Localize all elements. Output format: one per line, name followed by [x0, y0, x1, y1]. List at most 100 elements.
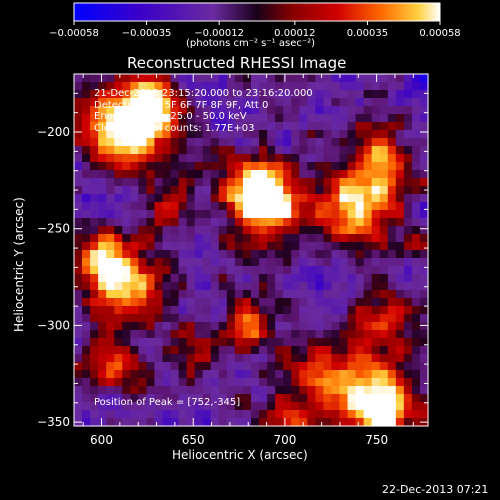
- heatmap-cell: [283, 194, 292, 203]
- heatmap-cell: [98, 82, 107, 91]
- heatmap-cell: [106, 274, 115, 283]
- heatmap-cell: [194, 282, 204, 291]
- heatmap-cell: [299, 114, 308, 123]
- heatmap-cell: [339, 106, 349, 115]
- heatmap-cell: [106, 130, 115, 139]
- heatmap-cell: [283, 402, 292, 411]
- y-tick-label: −350: [37, 415, 70, 429]
- heatmap-cell: [315, 298, 325, 307]
- colorbar-tick-label: −0.00058: [49, 28, 99, 39]
- heatmap-cell: [90, 114, 99, 123]
- heatmap-cell: [371, 74, 381, 83]
- heatmap-cell: [403, 122, 413, 131]
- heatmap-cell: [267, 106, 276, 115]
- heatmap-cell: [347, 346, 357, 355]
- heatmap-cell: [259, 138, 268, 147]
- heatmap-cell: [202, 178, 212, 187]
- heatmap-cell: [130, 402, 139, 411]
- heatmap-cell: [419, 210, 429, 219]
- heatmap-cell: [363, 314, 373, 323]
- heatmap-cell: [251, 90, 260, 99]
- heatmap-cell: [355, 314, 365, 323]
- heatmap-cell: [259, 250, 268, 259]
- heatmap-cell: [371, 274, 381, 283]
- heatmap-cell: [90, 330, 99, 339]
- heatmap-cell: [387, 106, 397, 115]
- heatmap-cell: [267, 410, 276, 419]
- heatmap-cell: [194, 74, 204, 83]
- heatmap-cell: [234, 410, 244, 419]
- heatmap-cell: [355, 346, 365, 355]
- heatmap-cell: [403, 394, 413, 403]
- heatmap-cell: [170, 194, 180, 203]
- heatmap-cell: [251, 266, 260, 275]
- heatmap-cell: [379, 146, 389, 155]
- heatmap-cell: [387, 410, 397, 419]
- heatmap-cell: [307, 370, 316, 379]
- heatmap-cell: [106, 418, 115, 427]
- heatmap-cell: [130, 74, 139, 83]
- heatmap-cell: [339, 194, 349, 203]
- heatmap-cell: [299, 242, 308, 251]
- heatmap-cell: [114, 162, 123, 171]
- heatmap-cell: [395, 354, 405, 363]
- heatmap-cell: [178, 186, 188, 195]
- heatmap-cell: [307, 330, 316, 339]
- heatmap-cell: [387, 170, 397, 179]
- heatmap-cell: [259, 354, 268, 363]
- heatmap-cell: [210, 114, 220, 123]
- heatmap-cell: [379, 234, 389, 243]
- heatmap-cell: [218, 186, 228, 195]
- heatmap-cell: [146, 266, 156, 275]
- heatmap-cell: [379, 402, 389, 411]
- heatmap-cell: [251, 386, 260, 395]
- heatmap-cell: [122, 234, 131, 243]
- heatmap-cell: [339, 354, 349, 363]
- heatmap-cell: [194, 386, 204, 395]
- heatmap-cell: [371, 106, 381, 115]
- heatmap-cell: [275, 202, 284, 211]
- heatmap-cell: [299, 386, 308, 395]
- heatmap-cell: [275, 122, 284, 131]
- heatmap-cell: [226, 410, 236, 419]
- heatmap-cell: [74, 250, 83, 259]
- heatmap-cell: [122, 386, 131, 395]
- heatmap-cell: [162, 266, 172, 275]
- heatmap-cell: [395, 130, 405, 139]
- heatmap-cell: [267, 90, 276, 99]
- axis-ticks: 600 650 700 750−200−250−300−350: [37, 73, 428, 447]
- heatmap-cell: [251, 106, 260, 115]
- heatmap-cell: [210, 90, 220, 99]
- heatmap-cell: [82, 194, 91, 203]
- heatmap-cell: [98, 122, 107, 131]
- heatmap-cell: [315, 322, 325, 331]
- heatmap-cell: [162, 410, 172, 419]
- heatmap-cell: [419, 322, 429, 331]
- heatmap-cell: [122, 170, 131, 179]
- heatmap-cell: [154, 122, 164, 131]
- heatmap-cell: [186, 258, 196, 267]
- heatmap-cell: [138, 74, 148, 83]
- heatmap-cell: [323, 154, 333, 163]
- heatmap-cell: [106, 290, 115, 299]
- heatmap-cell: [162, 194, 172, 203]
- heatmap-cell: [202, 210, 212, 219]
- heatmap-cell: [210, 106, 220, 115]
- heatmap-cell: [291, 322, 300, 331]
- heatmap-cell: [154, 98, 164, 107]
- heatmap-cell: [226, 234, 236, 243]
- heatmap-cell: [74, 98, 83, 107]
- heatmap-cell: [411, 330, 421, 339]
- heatmap-cell: [146, 418, 156, 427]
- heatmap-cell: [226, 82, 236, 91]
- heatmap-cell: [387, 266, 397, 275]
- heatmap-cell: [251, 186, 260, 195]
- heatmap-cell: [323, 186, 333, 195]
- heatmap-cell: [98, 354, 107, 363]
- heatmap-cell: [315, 290, 325, 299]
- heatmap-cell: [403, 130, 413, 139]
- heatmap-cell: [419, 146, 429, 155]
- heatmap-cell: [347, 194, 357, 203]
- heatmap-cell: [363, 290, 373, 299]
- heatmap-cell: [154, 210, 164, 219]
